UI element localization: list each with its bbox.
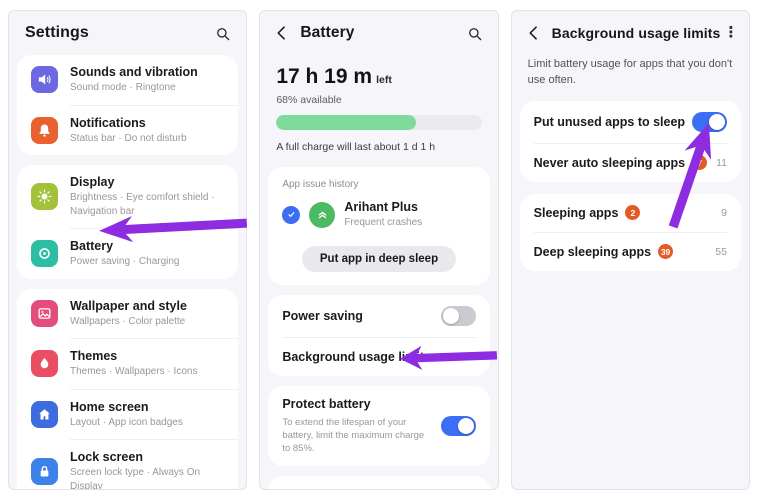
never-auto-sleeping-apps-row[interactable]: Never auto sleeping apps 7 11 — [520, 144, 741, 182]
settings-item-wallpaper[interactable]: Wallpaper and style Wallpapers · Color p… — [17, 289, 238, 339]
back-chevron-icon[interactable] — [524, 23, 544, 43]
new-count-badge: 7 — [692, 155, 708, 171]
deep-sleeping-apps-label: Deep sleeping apps — [533, 244, 652, 259]
item-subtitle: Layout · App icon badges — [70, 416, 183, 428]
item-title: Themes — [70, 349, 118, 363]
divider — [70, 338, 239, 339]
settings-item-notifications[interactable]: Notifications Status bar · Do not distur… — [17, 106, 238, 156]
settings-item-display[interactable]: Display Brightness · Eye comfort shield … — [17, 165, 238, 228]
item-title: Home screen — [70, 399, 149, 414]
app-name: Arihant Plus — [344, 200, 418, 214]
divider — [533, 231, 727, 233]
battery-progress-fill — [276, 115, 416, 130]
notification-bell-icon — [31, 116, 58, 144]
limits-description: Limit battery usage for apps that you do… — [527, 58, 733, 86]
battery-panel: Battery 17 h 19 m left 68% available A fu… — [259, 10, 499, 490]
new-count-badge: 2 — [625, 205, 641, 221]
item-title: Sounds and vibration — [70, 65, 198, 79]
sleep-settings-card: Put unused apps to sleep Never auto slee… — [519, 100, 741, 182]
settings-item-lock-screen[interactable]: Lock screen Screen lock type · Always On… — [17, 440, 238, 490]
today-card: Today — [268, 476, 490, 489]
divider — [70, 439, 239, 440]
sleeping-apps-label: Sleeping apps — [533, 205, 619, 220]
settings-item-themes[interactable]: Themes Themes · Wallpapers · Icons — [17, 339, 238, 389]
put-unused-apps-to-sleep-toggle[interactable] — [691, 111, 727, 132]
home-icon — [31, 400, 58, 428]
settings-panel: Settings Sounds and vibration Sound mode… — [8, 10, 248, 490]
settings-group-personalize: Wallpaper and style Wallpapers · Color p… — [17, 288, 239, 490]
item-subtitle: Power saving · Charging — [70, 256, 180, 267]
protect-battery-toggle[interactable] — [440, 415, 476, 436]
search-icon[interactable] — [214, 25, 232, 43]
more-options-icon[interactable]: ⋮ — [723, 24, 739, 41]
battery-available: 68% available — [276, 94, 342, 106]
item-title: Battery — [70, 239, 114, 253]
never-auto-sleeping-apps-label: Never auto sleeping apps — [533, 155, 686, 170]
item-title: Notifications — [70, 115, 146, 130]
divider — [70, 104, 239, 106]
page-title: Battery — [300, 24, 355, 41]
wallpaper-icon — [31, 299, 58, 327]
app-issue-card: App issue history Arihant Plus Frequent … — [268, 167, 490, 285]
protect-battery-row[interactable]: Protect battery To extend the lifespan o… — [268, 386, 489, 467]
item-subtitle: Status bar · Do not disturb — [70, 132, 187, 144]
app-status: Frequent crashes — [344, 217, 423, 228]
divider — [282, 336, 476, 338]
sun-icon — [31, 183, 58, 210]
deep-sleep-button[interactable]: Put app in deep sleep — [301, 245, 457, 272]
deep-sleeping-apps-row[interactable]: Deep sleeping apps 39 55 — [520, 233, 741, 271]
lock-icon — [31, 458, 58, 485]
app-count: 11 — [716, 156, 727, 169]
search-icon[interactable] — [466, 25, 484, 43]
item-subtitle: Brightness · Eye comfort shield · Naviga… — [70, 192, 215, 217]
background-usage-limits-label: Background usage limits — [282, 349, 431, 364]
item-title: Lock screen — [70, 450, 143, 464]
settings-item-home-screen[interactable]: Home screen Layout · App icon badges — [17, 390, 238, 440]
battery-options-card: Power saving Background usage limits — [268, 294, 490, 376]
settings-item-sounds[interactable]: Sounds and vibration Sound mode · Ringto… — [17, 55, 238, 105]
item-title: Wallpaper and style — [70, 298, 187, 313]
divider — [533, 142, 727, 144]
item-title: Display — [70, 175, 115, 189]
back-chevron-icon[interactable] — [272, 23, 292, 43]
item-subtitle: Sound mode · Ringtone — [70, 82, 176, 93]
battery-time-left: 17 h 19 m left — [276, 65, 392, 88]
put-unused-apps-to-sleep-row[interactable]: Put unused apps to sleep — [520, 101, 741, 143]
protect-battery-label: Protect battery — [282, 396, 371, 411]
power-saving-label: Power saving — [282, 308, 363, 323]
app-count: 9 — [721, 206, 727, 219]
divider — [70, 388, 239, 390]
background-usage-limits-row[interactable]: Background usage limits — [268, 338, 489, 376]
app-issue-row: Arihant Plus Frequent crashes — [268, 194, 489, 234]
settings-item-battery[interactable]: Battery Power saving · Charging — [17, 229, 238, 279]
themes-drop-icon — [31, 350, 58, 378]
new-count-badge: 39 — [658, 244, 674, 260]
power-saving-row[interactable]: Power saving — [268, 295, 489, 337]
checkbox-checked-icon[interactable] — [282, 205, 301, 224]
put-unused-apps-to-sleep-label: Put unused apps to sleep — [533, 114, 686, 129]
protect-battery-description: To extend the lifespan of your battery, … — [282, 416, 425, 455]
full-charge-note: A full charge will last about 1 d 1 h — [276, 141, 436, 153]
battery-progress-bar — [276, 115, 482, 130]
settings-group-sound: Sounds and vibration Sound mode · Ringto… — [17, 55, 239, 156]
sleeping-apps-row[interactable]: Sleeping apps 2 9 — [520, 194, 741, 232]
page-title: Settings — [25, 24, 89, 41]
protect-battery-card: Protect battery To extend the lifespan o… — [268, 385, 490, 467]
app-issue-label: App issue history — [282, 179, 359, 190]
app-chevrons-up-icon — [309, 201, 336, 228]
sleeping-lists-card: Sleeping apps 2 9 Deep sleeping apps 39 … — [519, 193, 741, 271]
speaker-icon — [31, 66, 58, 94]
settings-group-display: Display Brightness · Eye comfort shield … — [17, 165, 239, 279]
power-saving-toggle[interactable] — [440, 305, 476, 326]
battery-ring-icon — [31, 240, 58, 268]
background-usage-limits-panel: Background usage limits ⋮ Limit battery … — [510, 10, 750, 490]
time-left-suffix: left — [376, 74, 392, 86]
today-row: Today — [268, 476, 489, 489]
item-subtitle: Screen lock type · Always On Display — [70, 467, 201, 490]
item-subtitle: Themes · Wallpapers · Icons — [70, 366, 198, 377]
page-title: Background usage limits — [551, 25, 721, 41]
app-count: 55 — [715, 245, 727, 258]
item-subtitle: Wallpapers · Color palette — [70, 315, 186, 327]
